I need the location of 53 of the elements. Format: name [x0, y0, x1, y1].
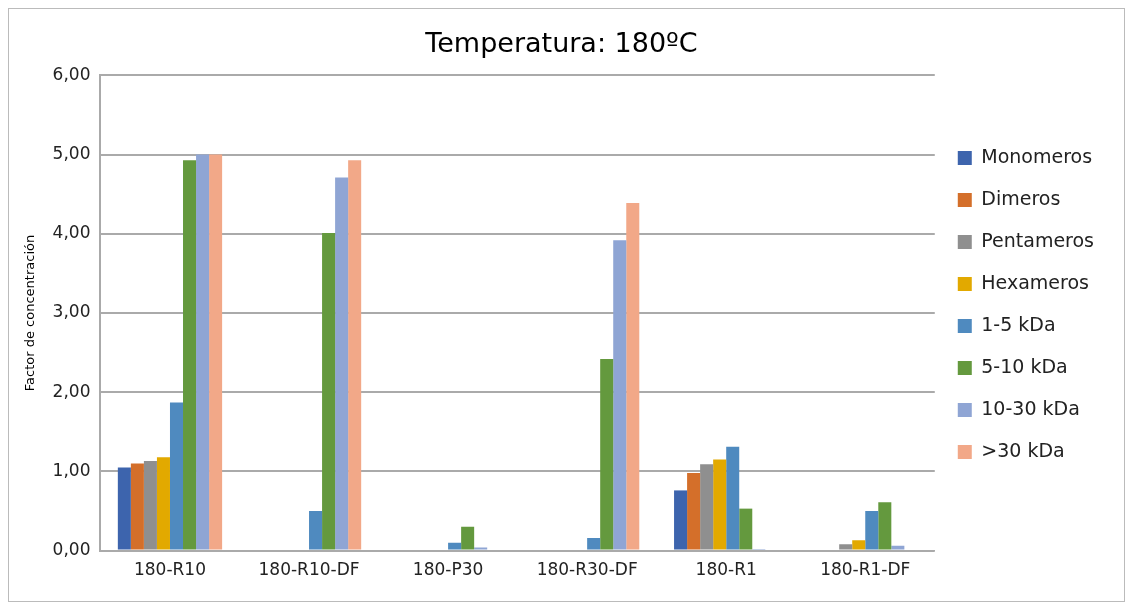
bar [448, 542, 462, 550]
bar [309, 511, 323, 550]
legend-label: 5-10 kDa [981, 354, 1068, 377]
bar [878, 502, 892, 550]
x-tick-label: 180-R1 [695, 559, 757, 580]
bar [852, 540, 866, 550]
y-tick-label: 4,00 [52, 222, 91, 243]
bar [865, 511, 879, 550]
bar [700, 464, 714, 550]
x-tick-label: 180-R1-DF [820, 559, 911, 580]
bar [687, 472, 701, 550]
bar [726, 446, 740, 550]
legend-label: >30 kDa [981, 438, 1065, 461]
y-axis-title: Factor de concentración [22, 234, 38, 392]
bar [626, 202, 640, 550]
bar [117, 467, 131, 550]
y-tick-label: 2,00 [52, 380, 91, 401]
bar [169, 402, 184, 550]
y-tick-label: 5,00 [52, 143, 91, 164]
bar [461, 526, 475, 550]
y-tick-label: 0,00 [52, 539, 91, 560]
legend-label: Pentameros [981, 228, 1095, 251]
bar [587, 537, 601, 550]
legend-label: Monomeros [981, 144, 1093, 167]
x-tick-label: 180-R10 [133, 559, 206, 580]
legend-label: 10-30 kDa [981, 396, 1080, 419]
legend-label: Dimeros [981, 186, 1061, 209]
bar [183, 160, 197, 550]
bar [209, 154, 223, 550]
bar [674, 490, 688, 550]
bar [130, 463, 144, 550]
bar [613, 240, 627, 550]
bar [739, 508, 753, 550]
y-tick-label: 1,00 [52, 459, 91, 480]
bar [839, 544, 853, 550]
chart-title: Temperatura: 180ºC [424, 27, 698, 59]
bar [196, 154, 210, 550]
x-tick-label: 180-R30-DF [536, 559, 638, 580]
x-tick-label: 180-P30 [412, 559, 484, 580]
legend-label: 1-5 kDa [981, 312, 1056, 335]
bar [143, 461, 157, 550]
bar [474, 547, 488, 550]
bar [156, 457, 170, 550]
bar [891, 545, 905, 550]
bar [322, 233, 336, 550]
y-tick-label: 6,00 [52, 63, 91, 84]
x-tick-label: 180-R10-DF [258, 559, 360, 580]
legend-label: Hexameros [981, 270, 1089, 293]
y-tick-label: 3,00 [52, 301, 91, 322]
bar [348, 160, 362, 550]
bar [600, 358, 614, 550]
bar [335, 177, 349, 550]
bar [713, 459, 727, 550]
